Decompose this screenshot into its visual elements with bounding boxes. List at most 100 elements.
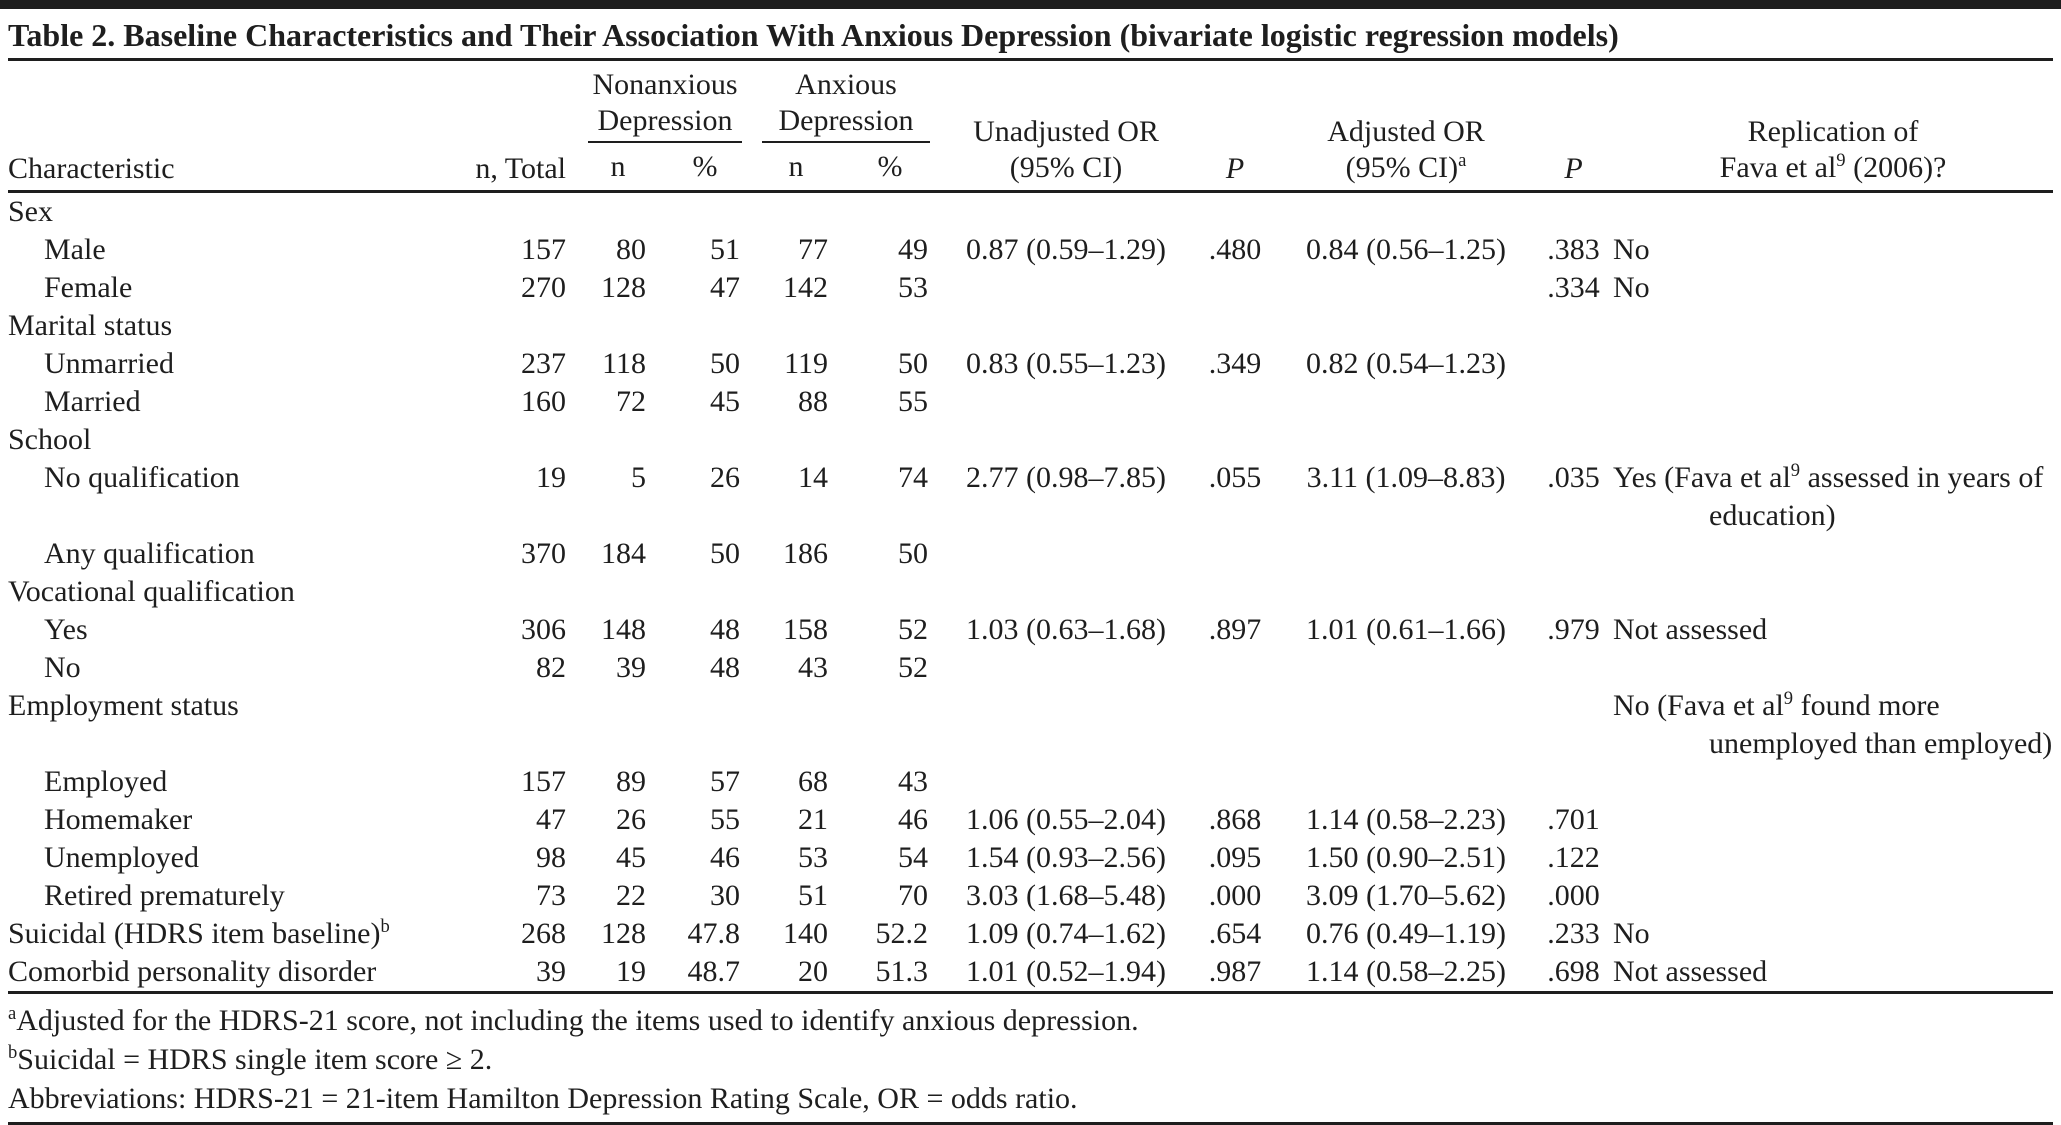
cell-unadjusted-or: 2.77 (0.98–7.85): [966, 461, 1166, 494]
cell-characteristic: Sex: [8, 195, 53, 228]
cell-anxious-pct: 43: [898, 765, 929, 798]
col-header-unadjusted-or: Unadjusted OR (95% CI): [940, 61, 1193, 193]
cell-unadjusted-p: [1192, 687, 1278, 763]
baseline-characteristics-table: Characteristic n, Total Nonanxious Depre…: [8, 61, 2054, 994]
header-line: Depression: [597, 104, 733, 137]
footnote-a: aAdjusted for the HDRS-21 score, not inc…: [8, 1001, 2053, 1040]
table-row: Vocational qualification: [8, 573, 2053, 611]
cell-nonanxious-n: 26: [616, 803, 646, 836]
cell-nonanxious-n: 22: [616, 879, 646, 912]
cell-adjusted-or: [1278, 687, 1534, 763]
cell-n-total: 73: [536, 879, 566, 912]
cell-adjusted-or: 3.09 (1.70–5.62): [1306, 879, 1506, 912]
cell-nonanxious-pct: 50: [710, 347, 740, 380]
cell-unadjusted-p: .349: [1208, 347, 1262, 380]
cell-anxious-pct: 53: [898, 271, 929, 304]
footnote-text: Abbreviations: HDRS-21 = 21-item Hamilto…: [8, 1082, 1078, 1115]
header-line: Adjusted OR: [1327, 115, 1485, 148]
cell-anxious-pct: [840, 421, 940, 459]
cell-anxious-n: [752, 687, 840, 763]
cell-anxious-pct: 70: [898, 879, 929, 912]
col-header-nonanxious-pct: %: [658, 148, 752, 193]
table-row: Any qualification 370 184 50 186 50: [8, 535, 2053, 573]
cell-n-total: [448, 307, 578, 345]
cell-anxious-pct: 46: [898, 803, 929, 836]
cell-unadjusted-or: 1.09 (0.74–1.62): [966, 917, 1166, 950]
footnote-text: Adjusted for the HDRS-21 score, not incl…: [16, 1004, 1139, 1037]
cell-nonanxious-n: 89: [616, 765, 646, 798]
cell-nonanxious-n: [578, 421, 658, 459]
cell-replication: No: [1613, 917, 1650, 950]
cell-unadjusted-or: 1.06 (0.55–2.04): [966, 803, 1166, 836]
cell-unadjusted-p: [1192, 573, 1278, 611]
header-line: Replication of: [1747, 115, 1919, 148]
cell-adjusted-p: [1534, 573, 1613, 611]
footnote-text: Suicidal = HDRS single item score ≥ 2.: [17, 1043, 493, 1076]
header-line: Unadjusted OR: [973, 115, 1159, 148]
cell-adjusted-p: [1534, 307, 1613, 345]
cell-adjusted-p: .233: [1547, 917, 1600, 950]
col-header-characteristic: Characteristic: [8, 61, 448, 193]
cell-replication: Not assessed: [1613, 955, 1768, 988]
cell-adjusted-or: 3.11 (1.09–8.83): [1306, 461, 1506, 494]
table-row: Female 270 128 47 142 53 .334 No: [8, 269, 2053, 307]
cell-adjusted-or: 1.14 (0.58–2.23): [1306, 803, 1506, 836]
cell-unadjusted-p: .987: [1208, 955, 1262, 988]
cell-adjusted-or: 1.50 (0.90–2.51): [1306, 841, 1506, 874]
cell-nonanxious-pct: [658, 421, 752, 459]
cell-adjusted-p: .698: [1547, 955, 1600, 988]
cell-nonanxious-pct: 48: [710, 613, 740, 646]
footnote-marker: a: [8, 1003, 17, 1024]
cell-replication: No (Fava et al9 found more unemployed th…: [1613, 688, 2053, 760]
cell-replication: [1613, 345, 2053, 383]
table-header: Characteristic n, Total Nonanxious Depre…: [8, 61, 2054, 193]
header-line: (95% CI): [1009, 151, 1123, 184]
cell-anxious-n: [752, 421, 840, 459]
header-line: Nonanxious: [592, 68, 738, 101]
cell-replication: [1613, 535, 2053, 573]
cell-unadjusted-p: [1192, 383, 1278, 421]
table-row: Married 160 72 45 88 55: [8, 383, 2053, 421]
cell-adjusted-or: [1278, 383, 1534, 421]
table-row: Employed 157 89 57 68 43: [8, 763, 2053, 801]
citation-9-ref: 9: [1836, 150, 1846, 171]
cell-adjusted-or: [1278, 307, 1534, 345]
cell-adjusted-or: [1278, 573, 1534, 611]
cell-replication: Not assessed: [1613, 613, 1768, 646]
cell-nonanxious-pct: 57: [710, 765, 740, 798]
cell-anxious-n: [752, 573, 840, 611]
table-row: No 82 39 48 43 52: [8, 649, 2053, 687]
cell-adjusted-p: .701: [1547, 803, 1600, 836]
cell-nonanxious-n: 5: [631, 461, 646, 494]
cell-adjusted-p: [1534, 649, 1613, 687]
cell-adjusted-p: [1534, 535, 1613, 573]
cell-adjusted-or: [1278, 192, 1534, 232]
cell-unadjusted-or: [940, 383, 1192, 421]
cell-unadjusted-or: [940, 573, 1192, 611]
cell-anxious-pct: [840, 192, 940, 232]
cell-nonanxious-pct: 48.7: [687, 955, 741, 988]
p-label: P: [1225, 152, 1245, 185]
cell-nonanxious-n: 39: [616, 651, 646, 684]
cell-adjusted-p: [1534, 763, 1613, 801]
cell-unadjusted-or: [940, 649, 1192, 687]
header-row-subcolumns: n % n %: [8, 148, 2053, 193]
cell-anxious-pct: 49: [898, 233, 929, 266]
cell-adjusted-p: [1534, 687, 1613, 763]
col-header-p-adjusted: P: [1534, 61, 1614, 193]
p-label: P: [1564, 152, 1583, 185]
cell-anxious-n: [752, 307, 840, 345]
cell-anxious-n: 158: [783, 613, 828, 646]
cell-n-total: 160: [521, 385, 566, 418]
cell-nonanxious-n: 80: [616, 233, 646, 266]
cell-replication: No: [1613, 271, 1650, 304]
cell-characteristic: Retired prematurely: [44, 879, 285, 912]
cell-nonanxious-pct: [658, 307, 752, 345]
cell-characteristic: Unmarried: [44, 347, 174, 380]
cell-characteristic: No: [44, 651, 81, 684]
cell-nonanxious-n: [578, 192, 658, 232]
cell-adjusted-p: .035: [1547, 461, 1600, 494]
cell-adjusted-or: [1278, 421, 1534, 459]
cell-replication: No: [1613, 233, 1650, 266]
col-header-p-unadjusted: P: [1192, 61, 1279, 193]
